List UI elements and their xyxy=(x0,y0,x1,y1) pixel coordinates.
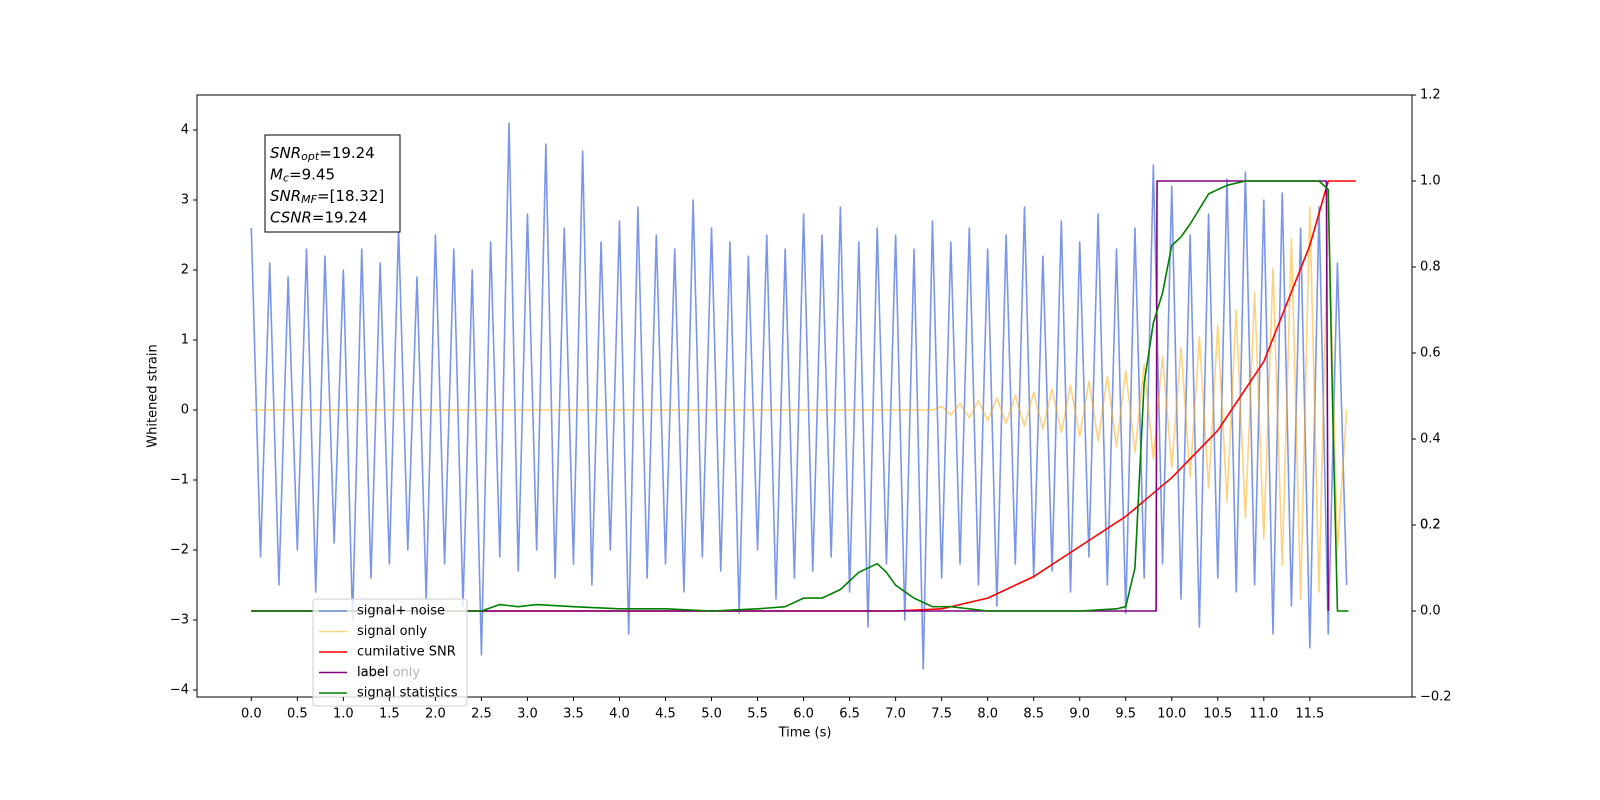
annotation-sub: MF xyxy=(301,193,317,206)
annotation-sub: c xyxy=(283,172,289,185)
x-tick-label: 3.5 xyxy=(563,707,584,722)
x-axis-label: Time (s) xyxy=(778,726,832,741)
annotation-rest: =19.24 xyxy=(312,208,368,226)
annotation-sub: opt xyxy=(301,150,320,163)
y-tick-label: 2 xyxy=(181,263,189,278)
x-tick-label: 0.0 xyxy=(241,707,262,722)
annotation-line: SNRopt=19.24 xyxy=(270,144,375,164)
annotation-rest: =9.45 xyxy=(289,165,335,183)
annotation-box: SNRopt=19.24Mc=9.45SNRMF=[18.32]CSNR=19.… xyxy=(264,134,401,233)
y-tick-label: −2 xyxy=(170,543,189,558)
x-tick-label: 4.0 xyxy=(609,707,630,722)
y2-tick-label: 0.2 xyxy=(1420,518,1441,533)
x-tick-label: 2.5 xyxy=(471,707,492,722)
annotation-main: CSNR xyxy=(270,208,312,226)
x-tick-label: 6.5 xyxy=(839,707,860,722)
y-tick-label: −1 xyxy=(170,473,189,488)
x-tick-label: 1.0 xyxy=(333,707,354,722)
y-tick-label: −3 xyxy=(170,613,189,628)
x-tick-label: 10.0 xyxy=(1157,707,1186,722)
x-tick-label: 5.5 xyxy=(747,707,768,722)
x-tick-label: 5.0 xyxy=(701,707,722,722)
y2-tick-label: 1.0 xyxy=(1420,174,1441,189)
annotation-main: SNR xyxy=(270,144,301,162)
annotation-line: CSNR=19.24 xyxy=(270,208,367,226)
legend-overlay-text: label only xyxy=(357,666,420,681)
legend-label: signal only xyxy=(357,624,427,639)
x-tick-label: 2.0 xyxy=(425,707,446,722)
annotation-rest: =19.24 xyxy=(319,144,375,162)
legend: signal+ noise signal only cumilative SNR la… xyxy=(312,598,468,707)
y2-tick-label: 0.8 xyxy=(1420,260,1441,275)
y2-tick-label: 0.2 xyxy=(1420,518,1441,533)
y2-tick-label: 0.4 xyxy=(1420,432,1441,447)
y2-tick-label: 0.6 xyxy=(1420,346,1441,361)
legend-label: signal+ noise xyxy=(357,604,445,619)
legend-label: cumilative SNR xyxy=(357,645,456,660)
x-tick-label: 11.5 xyxy=(1295,707,1324,722)
y-tick-label: 3 xyxy=(181,193,189,208)
x-tick-label: 7.0 xyxy=(885,707,906,722)
legend-label: signal statistics xyxy=(357,686,458,701)
x-tick-label: 4.5 xyxy=(655,707,676,722)
x-tick-label: 11.0 xyxy=(1249,707,1278,722)
annotation-rest: =[18.32] xyxy=(317,187,384,205)
annotation-line: SNRMF=[18.32] xyxy=(270,187,384,207)
x-tick-label: 0.5 xyxy=(287,707,308,722)
x-tick-label: 6.0 xyxy=(793,707,814,722)
series-line xyxy=(250,122,1348,670)
y-tick-label: 1 xyxy=(181,333,189,348)
annotation-main: SNR xyxy=(270,187,301,205)
series-line xyxy=(251,180,1349,612)
y2-tick-label: 1.2 xyxy=(1420,88,1441,103)
y-tick-label: −4 xyxy=(170,683,189,698)
series-line xyxy=(251,180,1330,612)
y2-tick-label: 0.0 xyxy=(1420,604,1441,619)
legend-label: label xyxy=(357,665,388,680)
plot-area xyxy=(250,122,1356,670)
x-tick-label: 9.5 xyxy=(1115,707,1136,722)
annotation-line: Mc=9.45 xyxy=(270,165,335,185)
x-tick-label: 1.5 xyxy=(379,707,400,722)
x-tick-label: 7.5 xyxy=(931,707,952,722)
series-line xyxy=(251,199,1348,600)
y-axis-label: Whitened strain xyxy=(146,344,161,447)
annotation-main: M xyxy=(270,165,283,183)
y2-tick-label: −0.2 xyxy=(1420,690,1452,705)
axes-frame xyxy=(196,94,1413,698)
x-tick-label: 8.0 xyxy=(977,707,998,722)
y-tick-label: 4 xyxy=(181,123,189,138)
x-tick-label: 10.5 xyxy=(1203,707,1232,722)
x-tick-label: 8.5 xyxy=(1023,707,1044,722)
x-tick-label: 9.0 xyxy=(1069,707,1090,722)
x-tick-label: 3.0 xyxy=(517,707,538,722)
y-tick-label: 0 xyxy=(181,403,189,418)
